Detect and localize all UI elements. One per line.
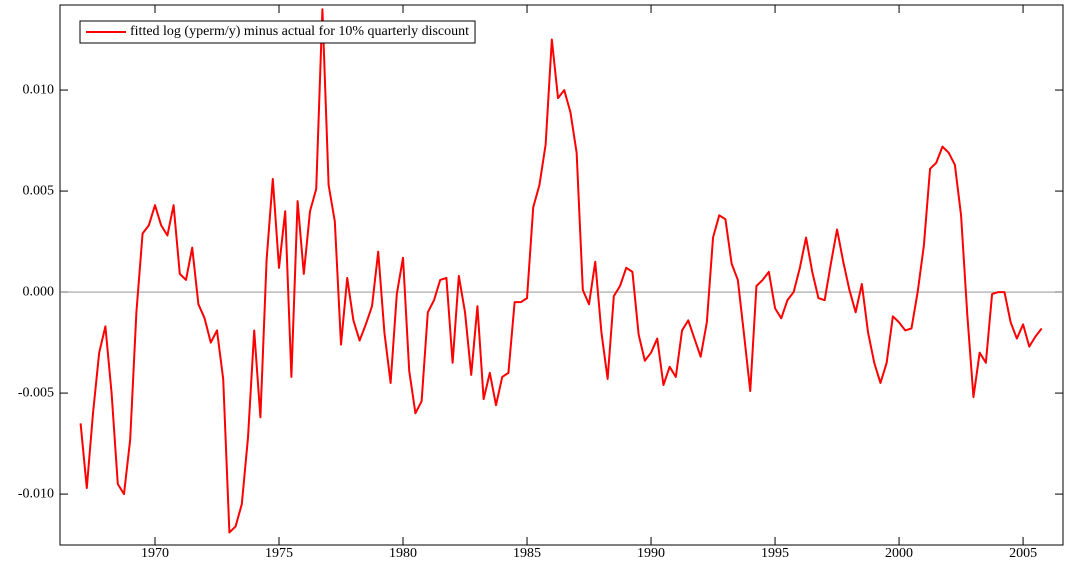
- x-tick-label: 1990: [637, 546, 665, 561]
- y-tick-label: 0.005: [23, 183, 55, 198]
- x-tick-label: 1985: [513, 546, 541, 561]
- x-tick-label: 2000: [885, 546, 913, 561]
- y-tick-label: -0.010: [18, 486, 54, 501]
- x-tick-label: 1995: [761, 546, 789, 561]
- y-tick-label: -0.005: [18, 385, 54, 400]
- legend-label: fitted log (yperm/y) minus actual for 10…: [130, 24, 469, 39]
- x-tick-label: 1970: [141, 546, 169, 561]
- x-tick-label: 1980: [389, 546, 417, 561]
- x-tick-label: 1975: [265, 546, 293, 561]
- plot-frame: [59, 4, 1064, 546]
- data-line: [79, 8, 1043, 534]
- y-tick-label: 0.000: [23, 284, 55, 299]
- legend-box: [79, 20, 476, 44]
- x-tick-label: 2005: [1009, 546, 1037, 561]
- y-tick-label: 0.010: [23, 82, 55, 97]
